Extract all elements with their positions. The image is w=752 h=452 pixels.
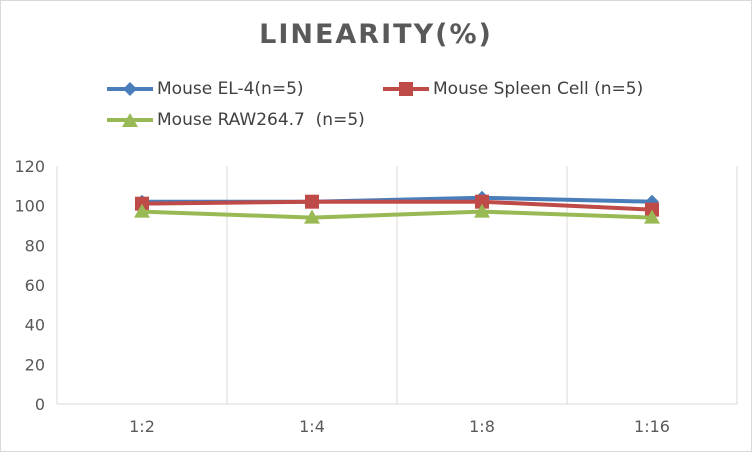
data-point bbox=[304, 209, 320, 224]
data-point bbox=[305, 194, 319, 209]
legend-item-el4: Mouse EL-4(n=5) bbox=[107, 79, 304, 99]
legend-label: Mouse RAW264.7 (n=5) bbox=[157, 110, 365, 130]
legend-marker-diamond bbox=[107, 82, 153, 96]
data-point bbox=[644, 209, 660, 224]
chart-title: LINEARITY(%) bbox=[259, 19, 493, 50]
data-point bbox=[134, 203, 150, 218]
legend-label: Mouse Spleen Cell (n=5) bbox=[433, 79, 644, 99]
x-tick-label: 1:16 bbox=[634, 417, 670, 436]
series-line bbox=[141, 199, 653, 212]
legend-label: Mouse EL-4(n=5) bbox=[157, 79, 304, 99]
x-tick-label: 1:2 bbox=[129, 417, 155, 436]
y-tick-label: 100 bbox=[14, 197, 45, 216]
series-line bbox=[141, 209, 653, 220]
y-tick-label: 40 bbox=[25, 316, 45, 335]
y-tick-label: 80 bbox=[25, 236, 45, 255]
y-tick-label: 20 bbox=[25, 355, 45, 374]
legend-item-spleen: Mouse Spleen Cell (n=5) bbox=[383, 79, 643, 99]
x-tick-label: 1:8 bbox=[469, 417, 495, 436]
legend-marker-triangle bbox=[107, 113, 153, 127]
data-point bbox=[474, 203, 490, 218]
y-tick-label: 60 bbox=[25, 276, 45, 295]
y-tick-label: 120 bbox=[14, 157, 45, 176]
y-tick-label: 0 bbox=[35, 395, 45, 414]
data-point bbox=[475, 194, 489, 209]
legend-marker-square bbox=[383, 82, 429, 96]
x-tick-label: 1:4 bbox=[299, 417, 325, 436]
legend-item-raw: Mouse RAW264.7 (n=5) bbox=[107, 110, 365, 130]
